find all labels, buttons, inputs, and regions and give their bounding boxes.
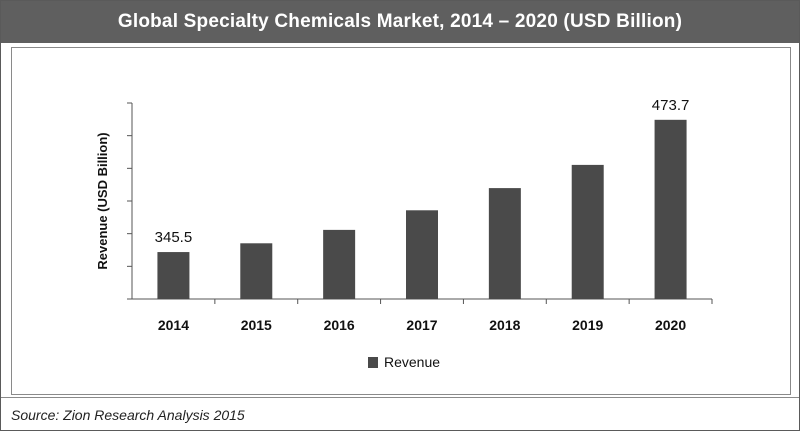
x-tick-label: 2018 bbox=[489, 317, 520, 333]
x-tick-label: 2014 bbox=[158, 317, 189, 333]
x-tick-label: 2016 bbox=[324, 317, 355, 333]
bar-2015 bbox=[240, 243, 273, 299]
legend-label: Revenue bbox=[384, 354, 440, 370]
chart-title: Global Specialty Chemicals Market, 2014 … bbox=[1, 1, 799, 43]
y-axis-label: Revenue (USD Billion) bbox=[95, 132, 110, 269]
bar-2017 bbox=[406, 210, 438, 299]
x-tick-label: 2015 bbox=[241, 317, 272, 333]
bar-2019 bbox=[571, 164, 604, 299]
legend-swatch bbox=[368, 357, 378, 368]
x-tick-label: 2019 bbox=[572, 317, 603, 333]
data-label-2014: 345.5 bbox=[155, 229, 193, 246]
source-note: Source: Zion Research Analysis 2015 bbox=[11, 406, 245, 423]
bar-chart: Revenue (USD Billion) 2014 345.5 2015 2016 20… bbox=[95, 97, 713, 370]
bar-2014 bbox=[157, 252, 190, 299]
x-tick-label: 2017 bbox=[406, 317, 437, 333]
plot-panel: Revenue (USD Billion) 2014 345.5 2015 2016 20… bbox=[11, 47, 791, 395]
bar-2016 bbox=[323, 229, 356, 299]
bar-2018 bbox=[488, 188, 521, 299]
data-label-2020: 473.7 bbox=[652, 97, 690, 114]
x-tick-label: 2020 bbox=[655, 317, 686, 333]
source-bar: Source: Zion Research Analysis 2015 bbox=[1, 397, 799, 431]
bar-2020 bbox=[654, 119, 687, 300]
